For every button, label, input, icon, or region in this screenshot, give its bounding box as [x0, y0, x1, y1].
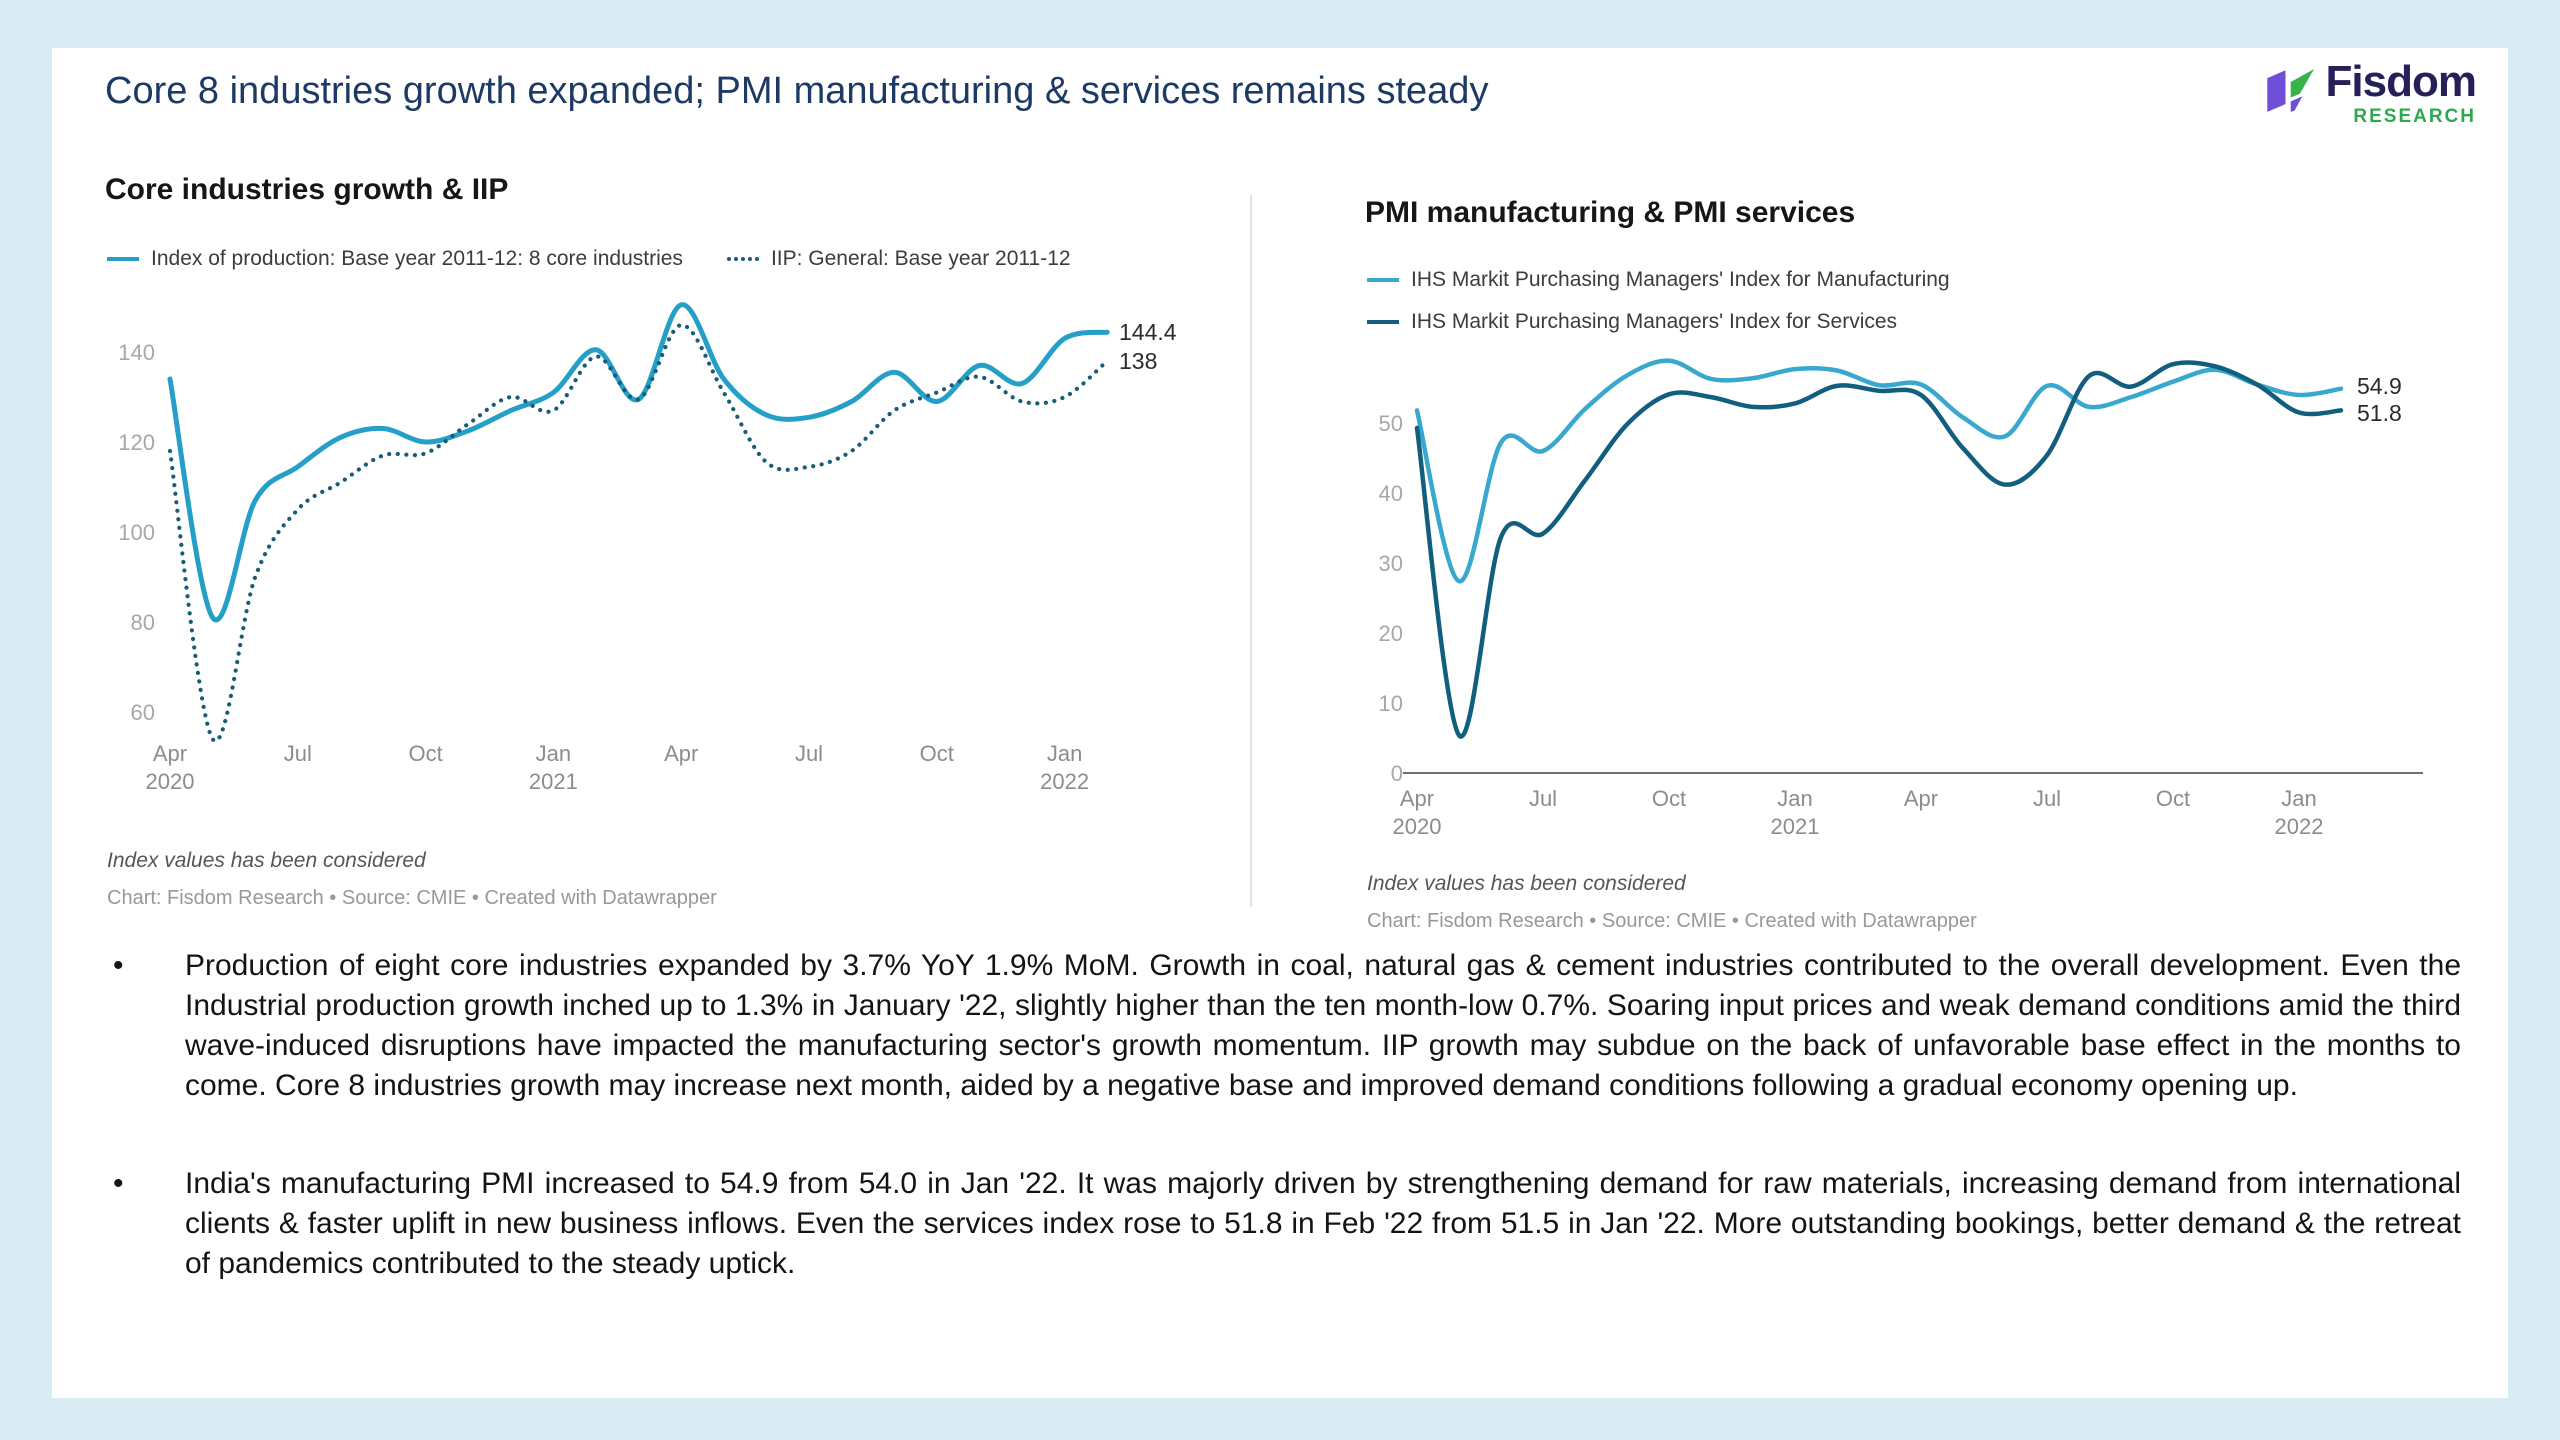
legend-item-pmi-services: IHS Markit Purchasing Managers' Index fo…: [1367, 310, 1950, 334]
core-chart-title: Core industries growth & IIP: [105, 173, 509, 206]
core-industries-panel: Core industries growth & IIP Index of pr…: [105, 173, 1255, 943]
svg-text:Oct: Oct: [1652, 786, 1686, 811]
svg-text:Oct: Oct: [920, 741, 954, 766]
svg-text:Apr: Apr: [664, 741, 698, 766]
svg-text:Jul: Jul: [284, 741, 312, 766]
svg-text:100: 100: [118, 520, 155, 545]
core-chart-credit: Chart: Fisdom Research • Source: CMIE • …: [107, 887, 717, 909]
bullet-marker: •: [113, 949, 124, 982]
svg-text:Apr: Apr: [1400, 786, 1434, 811]
svg-text:Oct: Oct: [408, 741, 442, 766]
svg-text:2022: 2022: [2275, 814, 2324, 839]
svg-text:Apr: Apr: [153, 741, 187, 766]
svg-text:Jan: Jan: [536, 741, 571, 766]
slide-card: Core 8 industries growth expanded; PMI m…: [52, 48, 2508, 1398]
legend-item-iip: IIP: General: Base year 2011-12: [726, 247, 1071, 271]
iip-dotted-line-swatch: [726, 257, 759, 261]
panel-divider: [1250, 195, 1252, 907]
svg-text:51.8: 51.8: [2357, 400, 2402, 426]
svg-text:140: 140: [118, 340, 155, 365]
svg-text:30: 30: [1379, 551, 1403, 576]
core-chart-legend: Index of production: Base year 2011-12: …: [107, 247, 1071, 271]
svg-text:Jul: Jul: [2033, 786, 2061, 811]
svg-text:2020: 2020: [146, 769, 195, 794]
legend-label: IHS Markit Purchasing Managers' Index fo…: [1411, 268, 1950, 291]
logo-subtitle: RESEARCH: [2353, 106, 2476, 127]
pmi-chart: 0 10 20 30 40 50 Apr 2020 Jul Oct Jan 2021 Apr Jul Oct…: [1379, 358, 2423, 839]
fisdom-logo-text: Fisdom RESEARCH: [2325, 57, 2477, 128]
bullet-marker: •: [113, 1167, 124, 1200]
bullet-text: Production of eight core industries expa…: [185, 949, 2461, 1102]
pmi-chart-footnote: Index values has been considered: [1367, 872, 1686, 895]
svg-text:Jan: Jan: [2281, 786, 2316, 811]
commentary-bullets: • Production of eight core industries ex…: [113, 946, 2461, 1342]
svg-text:138: 138: [1119, 348, 1157, 374]
svg-text:Apr: Apr: [1904, 786, 1938, 811]
logo-brand: Fisdom: [2325, 57, 2477, 106]
svg-text:2022: 2022: [1040, 769, 1089, 794]
svg-text:0: 0: [1391, 761, 1403, 786]
svg-text:Jan: Jan: [1047, 741, 1082, 766]
svg-text:2020: 2020: [1393, 814, 1442, 839]
svg-text:120: 120: [118, 430, 155, 455]
legend-item-pmi-manufacturing: IHS Markit Purchasing Managers' Index fo…: [1367, 268, 1950, 292]
fisdom-logo: Fisdom RESEARCH: [2266, 57, 2477, 128]
legend-label: IIP: General: Base year 2011-12: [770, 247, 1071, 270]
svg-text:Oct: Oct: [2156, 786, 2190, 811]
svg-text:144.4: 144.4: [1119, 319, 1177, 345]
svg-text:20: 20: [1379, 621, 1403, 646]
fisdom-logo-icon: [2266, 69, 2314, 112]
pmi-chart-legend: IHS Markit Purchasing Managers' Index fo…: [1367, 268, 1950, 352]
svg-text:10: 10: [1379, 691, 1403, 716]
pmi-panel: PMI manufacturing & PMI services IHS Mar…: [1365, 196, 2490, 966]
svg-text:50: 50: [1379, 411, 1403, 436]
core-index-line-swatch: [107, 257, 139, 261]
legend-label: Index of production: Base year 2011-12: …: [151, 247, 683, 270]
svg-text:Jul: Jul: [1529, 786, 1557, 811]
bullet-pmi: • India's manufacturing PMI increased to…: [113, 1164, 2461, 1284]
svg-text:40: 40: [1379, 481, 1403, 506]
legend-label: IHS Markit Purchasing Managers' Index fo…: [1411, 310, 1898, 333]
svg-text:Jul: Jul: [795, 741, 823, 766]
bullet-text: India's manufacturing PMI increased to 5…: [185, 1167, 2461, 1280]
svg-text:80: 80: [131, 610, 155, 635]
svg-text:60: 60: [131, 700, 155, 725]
pmi-chart-credit: Chart: Fisdom Research • Source: CMIE • …: [1367, 910, 1977, 932]
svg-text:54.9: 54.9: [2357, 373, 2402, 399]
page-title: Core 8 industries growth expanded; PMI m…: [105, 70, 1489, 112]
core-industries-chart: 60 80 100 120 140 Apr 2020 Jul Oct Jan 2021 Apr Jul O…: [118, 302, 1177, 794]
svg-text:Jan: Jan: [1777, 786, 1812, 811]
svg-text:2021: 2021: [529, 769, 578, 794]
pmi-chart-title: PMI manufacturing & PMI services: [1365, 196, 1856, 229]
core-chart-footnote: Index values has been considered: [107, 849, 426, 872]
svg-text:2021: 2021: [1771, 814, 1820, 839]
pmi-manufacturing-line-swatch: [1367, 278, 1399, 282]
legend-item-core-index: Index of production: Base year 2011-12: …: [107, 247, 683, 271]
bullet-core-industries: • Production of eight core industries ex…: [113, 946, 2461, 1106]
pmi-services-line-swatch: [1367, 320, 1399, 324]
